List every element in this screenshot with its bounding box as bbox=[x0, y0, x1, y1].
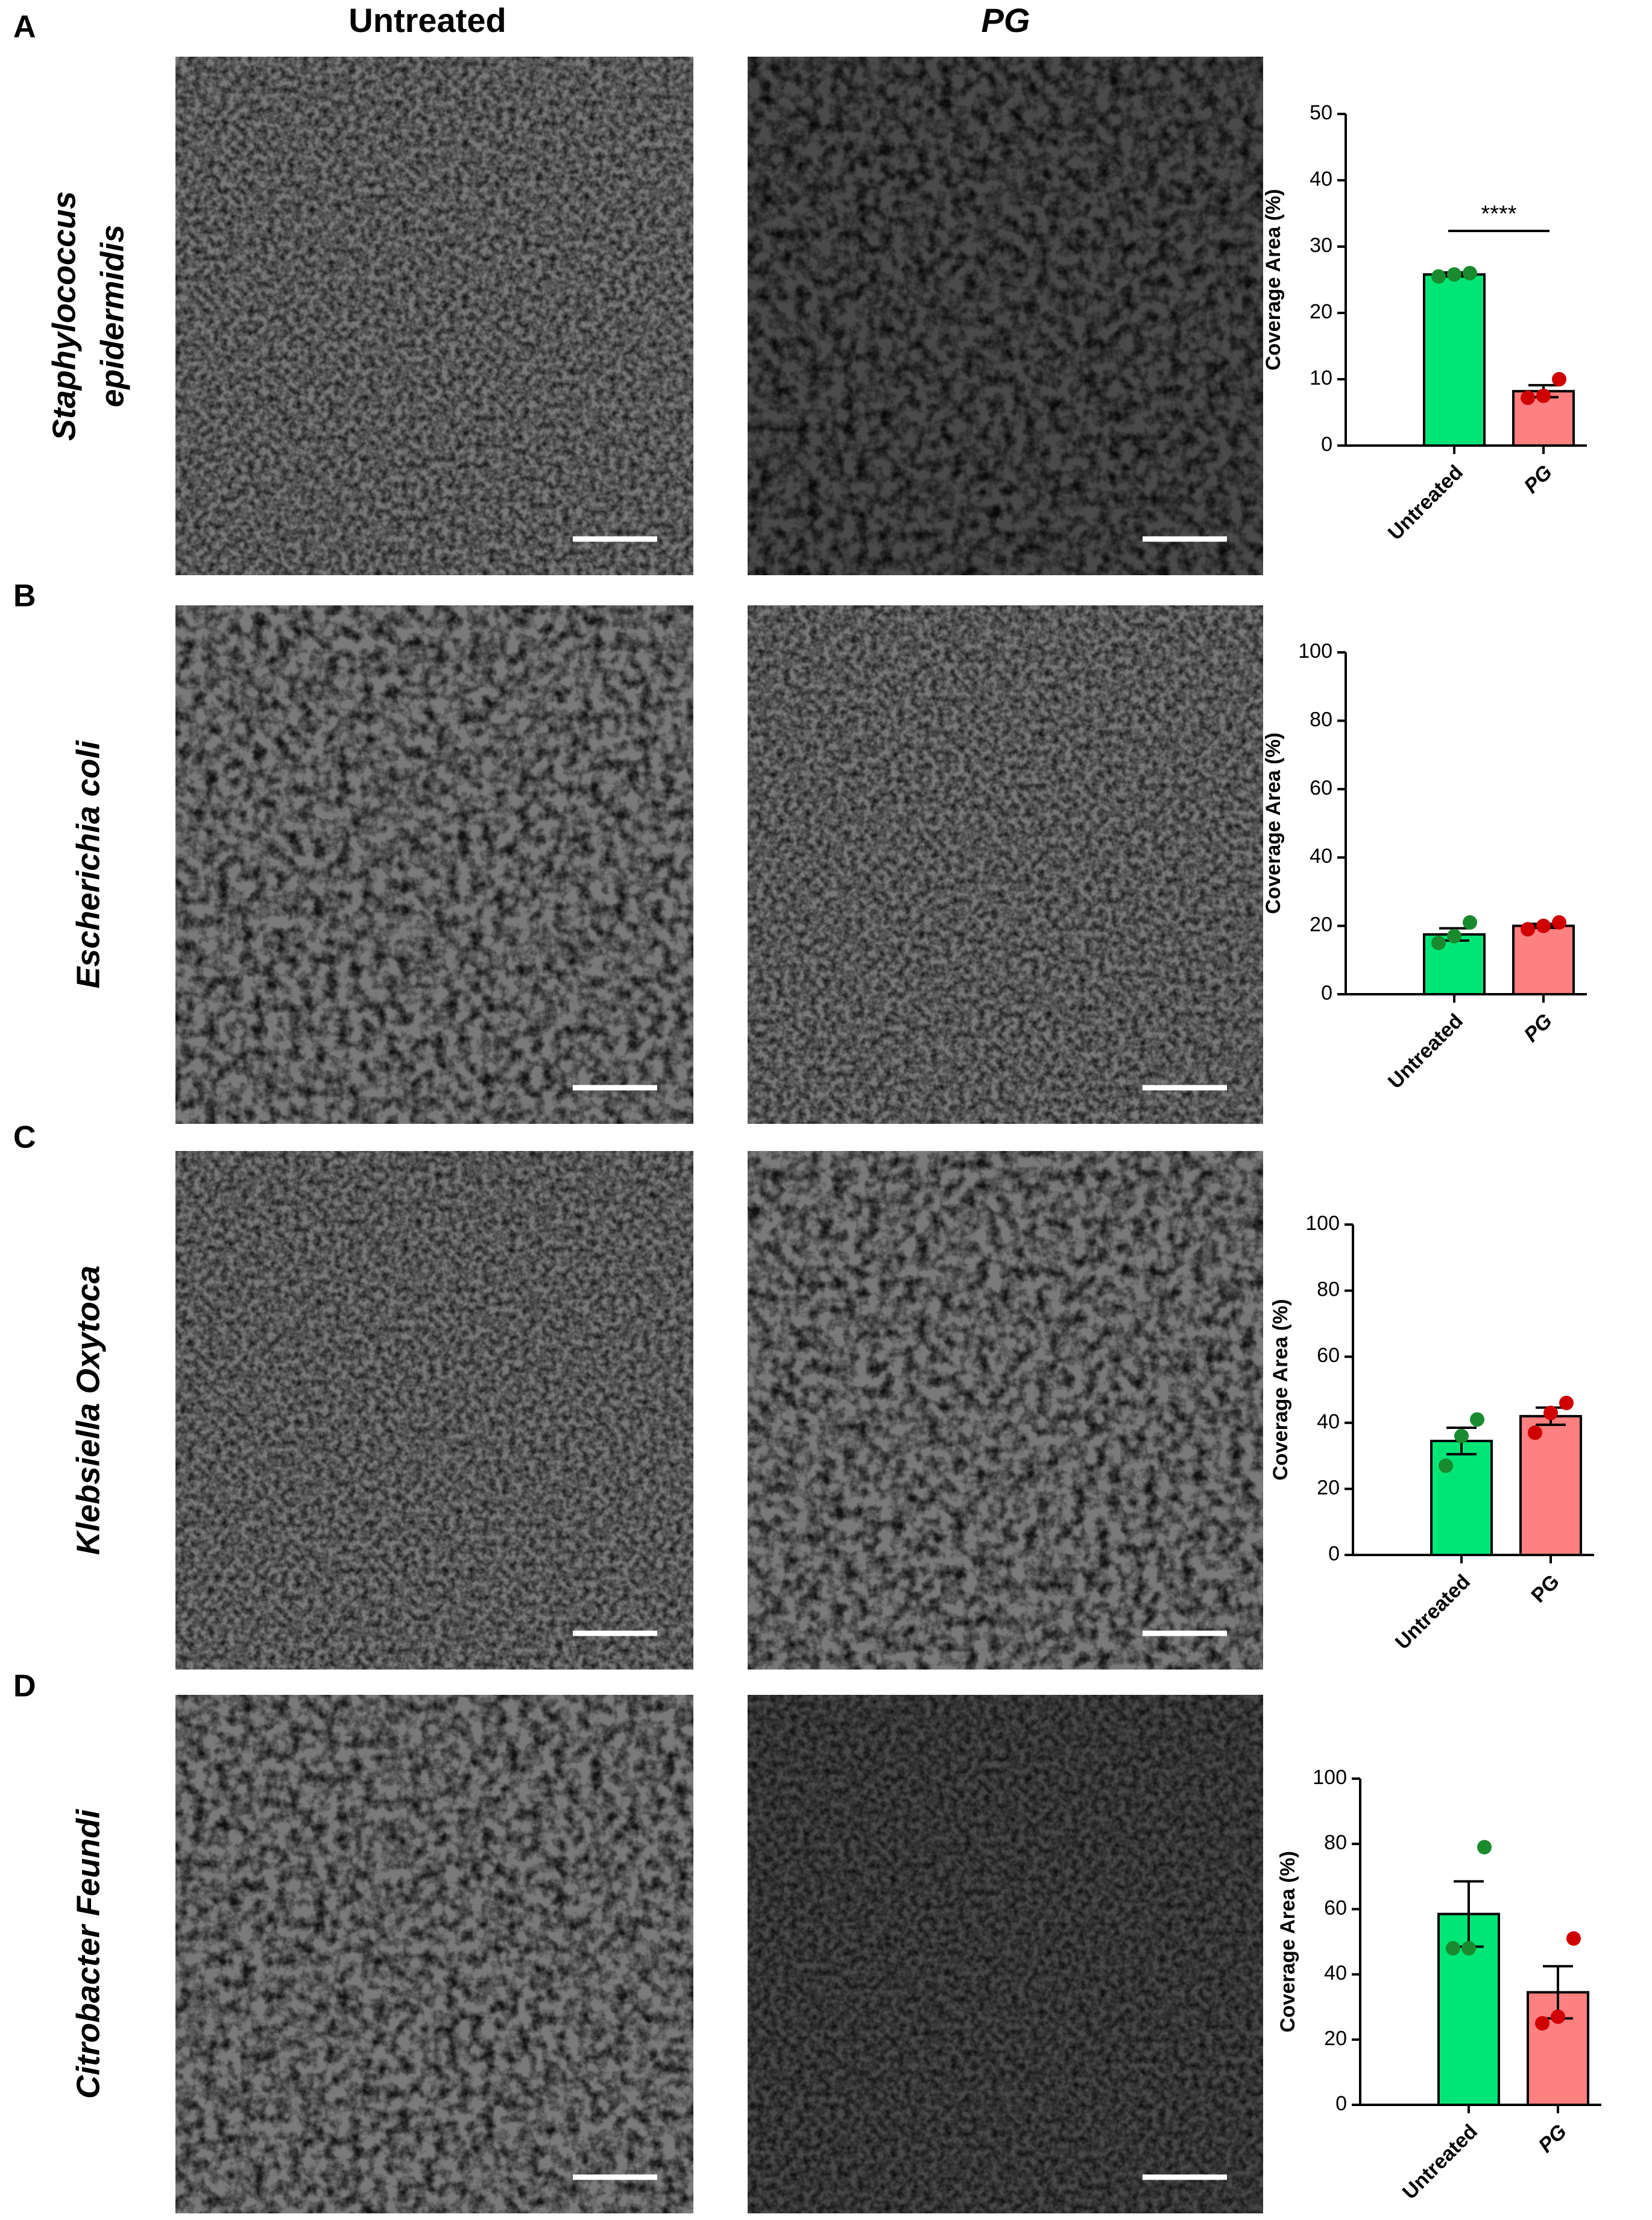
micrograph bbox=[175, 1151, 693, 1670]
data-point bbox=[1552, 915, 1566, 930]
data-point bbox=[1521, 922, 1535, 937]
y-tick-label: 80 bbox=[1324, 1831, 1347, 1854]
y-tick-label: 0 bbox=[1335, 2092, 1347, 2115]
data-point bbox=[1559, 1395, 1574, 1410]
data-point bbox=[1477, 1840, 1492, 1855]
micrograph bbox=[175, 605, 693, 1124]
y-tick-label: 40 bbox=[1310, 168, 1332, 191]
y-tick-label: 50 bbox=[1310, 101, 1332, 124]
species-name: epidermidis bbox=[94, 224, 130, 407]
data-point bbox=[1446, 1941, 1460, 1956]
panel-letter: B bbox=[13, 579, 36, 614]
x-tick-label: PG bbox=[1519, 461, 1557, 498]
species-name: Staphylococcus bbox=[46, 191, 82, 441]
data-point bbox=[1439, 1458, 1453, 1474]
micrograph bbox=[748, 1151, 1263, 1670]
x-tick-label: Untreated bbox=[1384, 461, 1468, 544]
y-tick-label: 20 bbox=[1317, 1476, 1340, 1499]
y-tick-label: 0 bbox=[1321, 982, 1332, 1004]
data-point bbox=[1431, 269, 1446, 284]
panel-letter: D bbox=[13, 1669, 36, 1704]
column-header: PG bbox=[982, 1, 1030, 39]
data-point bbox=[1461, 1941, 1476, 1956]
y-axis-label: Coverage Area (%) bbox=[1262, 189, 1285, 370]
data-point bbox=[1431, 935, 1446, 950]
data-point bbox=[1543, 1405, 1558, 1421]
data-point bbox=[1566, 1931, 1581, 1946]
y-tick-label: 100 bbox=[1298, 640, 1332, 663]
data-point bbox=[1447, 267, 1461, 282]
y-tick-label: 60 bbox=[1317, 1344, 1340, 1367]
y-tick-label: 20 bbox=[1310, 913, 1332, 936]
bar bbox=[1423, 273, 1486, 447]
x-tick-label: PG bbox=[1527, 1570, 1564, 1607]
x-tick-label: Untreated bbox=[1398, 2120, 1482, 2204]
data-point bbox=[1551, 2009, 1565, 2024]
y-tick-label: 100 bbox=[1313, 1766, 1347, 1789]
y-tick-label: 0 bbox=[1328, 1542, 1340, 1565]
micrograph bbox=[748, 1695, 1263, 2213]
y-tick-label: 10 bbox=[1310, 367, 1332, 389]
bar bbox=[1430, 1439, 1493, 1556]
y-axis-label: Coverage Area (%) bbox=[1276, 1851, 1299, 2032]
x-tick-label: PG bbox=[1519, 1009, 1557, 1047]
data-point bbox=[1536, 918, 1551, 933]
y-tick-label: 80 bbox=[1310, 708, 1332, 731]
y-tick-label: 30 bbox=[1310, 234, 1332, 257]
y-axis-label: Coverage Area (%) bbox=[1262, 733, 1285, 914]
species-name: Escherichia coli bbox=[70, 740, 106, 988]
micrograph bbox=[748, 605, 1263, 1124]
y-tick-label: 40 bbox=[1317, 1410, 1340, 1433]
y-tick-label: 60 bbox=[1310, 777, 1332, 799]
y-tick-label: 0 bbox=[1321, 433, 1332, 456]
data-point bbox=[1463, 915, 1477, 930]
data-point bbox=[1470, 1412, 1484, 1427]
y-tick-label: 80 bbox=[1317, 1278, 1340, 1301]
significance-label: **** bbox=[1481, 201, 1516, 227]
column-header: Untreated bbox=[348, 1, 506, 39]
micrograph bbox=[748, 57, 1263, 575]
micrograph bbox=[175, 1695, 693, 2213]
data-point bbox=[1463, 266, 1477, 280]
data-point bbox=[1535, 2016, 1550, 2031]
data-point bbox=[1454, 1428, 1469, 1443]
y-axis-label: Coverage Area (%) bbox=[1269, 1299, 1292, 1480]
panel-letter: A bbox=[13, 10, 36, 45]
y-tick-label: 60 bbox=[1324, 1896, 1347, 1919]
bar bbox=[1512, 924, 1575, 995]
y-tick-label: 40 bbox=[1310, 845, 1332, 868]
data-point bbox=[1528, 1425, 1542, 1440]
data-point bbox=[1552, 372, 1566, 386]
data-point bbox=[1447, 929, 1461, 944]
y-tick-label: 20 bbox=[1324, 2027, 1347, 2050]
data-point bbox=[1536, 388, 1551, 403]
x-tick-label: Untreated bbox=[1384, 1009, 1468, 1093]
panel-letter: C bbox=[13, 1120, 36, 1155]
y-tick-label: 100 bbox=[1305, 1212, 1340, 1235]
x-tick-label: Untreated bbox=[1391, 1570, 1475, 1654]
species-name: Klebsiella Oxytoca bbox=[70, 1266, 106, 1555]
micrograph bbox=[175, 57, 693, 575]
species-name: Citrobacter Feundi bbox=[70, 1809, 106, 2099]
data-point bbox=[1521, 390, 1535, 405]
x-tick-label: PG bbox=[1534, 2120, 1571, 2157]
y-tick-label: 20 bbox=[1310, 300, 1332, 323]
y-tick-label: 40 bbox=[1324, 1962, 1347, 1985]
